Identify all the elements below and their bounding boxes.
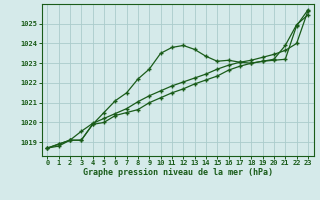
X-axis label: Graphe pression niveau de la mer (hPa): Graphe pression niveau de la mer (hPa) [83, 168, 273, 177]
